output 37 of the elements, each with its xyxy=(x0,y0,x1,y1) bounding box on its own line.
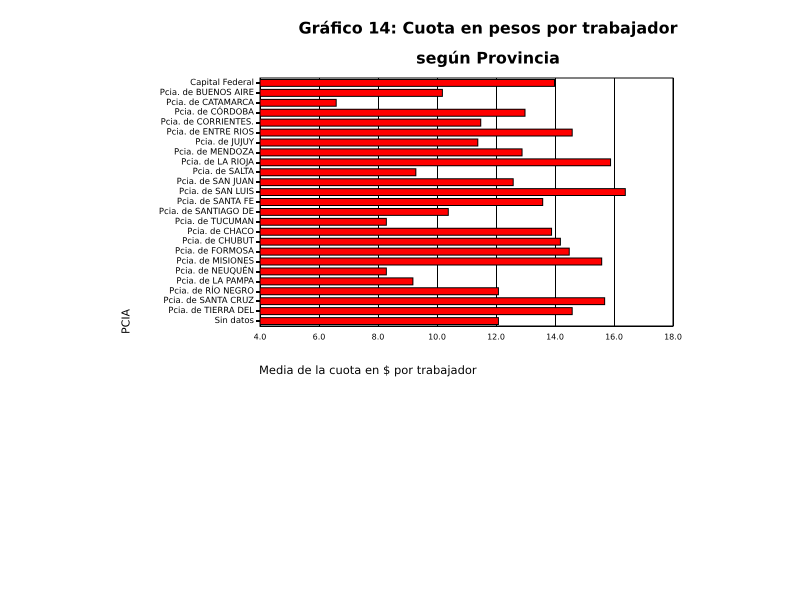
y-axis-title: PCIA xyxy=(120,308,132,334)
y-tick-label: Pcia. de SANTIAGO DE xyxy=(158,206,254,217)
y-tick-label: Pcia. de CHUBUT xyxy=(182,236,255,247)
x-tick-label: 14.0 xyxy=(546,332,564,342)
x-tick-label: 18.0 xyxy=(664,332,682,342)
y-tick-label: Pcia. de CATAMARCA xyxy=(166,98,254,108)
y-tick-label: Pcia. de SAN LUIS xyxy=(179,187,254,198)
chart-title: Gráfico 14: Cuota en pesos por trabajador xyxy=(298,18,678,38)
y-tick-label: Pcia. de BUENOS AIRE xyxy=(160,88,254,98)
y-tick-label: Pcia. de TUCUMAN xyxy=(174,216,254,227)
chart-subtitle: según Provincia xyxy=(416,48,560,68)
y-tick-label: Pcia. de MENDOZA xyxy=(174,147,254,158)
y-tick-label: Sin datos xyxy=(214,316,255,326)
y-tick-label: Pcia. de SAN JUAN xyxy=(176,177,254,188)
x-axis-title: Media de la cuota en $ por trabajador xyxy=(259,363,477,377)
x-tick-label: 6.0 xyxy=(312,332,326,342)
x-tick-label: 16.0 xyxy=(605,332,623,342)
y-tick-label: Pcia. de CÓRDOBA xyxy=(174,106,254,118)
y-tick-label: Pcia. de CORRIENTES. xyxy=(160,118,254,128)
y-tick-label: Pcia. de ENTRE RIOS xyxy=(166,128,254,138)
y-tick-label: Pcia. de CHACO xyxy=(187,226,254,237)
x-tick-label: 4.0 xyxy=(254,332,266,342)
y-tick-label: Pcia. de SANTA FE xyxy=(176,197,254,207)
y-tick-label: Pcia. de SALTA xyxy=(192,167,254,178)
x-tick-label: 12.0 xyxy=(487,332,505,342)
y-tick-label: Pcia. de NEUQUÉN xyxy=(175,265,254,276)
y-tick-label: Pcia. de RÍO NEGRO xyxy=(169,285,254,296)
x-tick-label: 8.0 xyxy=(372,332,384,342)
y-tick-label: Pcia. de LA PAMPA xyxy=(176,276,254,286)
y-tick-label: Pcia. de TIERRA DEL xyxy=(168,306,254,316)
x-tick-label: 10.0 xyxy=(428,332,446,342)
y-tick-label: Pcia. de LA RIOJA xyxy=(181,157,254,168)
y-tick-label: Pcia. de SANTA CRUZ xyxy=(163,296,254,306)
y-tick-label: Pcia. de JUJUY xyxy=(195,137,255,148)
y-tick-label: Pcia. de FORMOSA xyxy=(175,246,254,257)
y-tick-label: Pcia. de MISIONES xyxy=(176,256,254,267)
y-tick-label: Capital Federal xyxy=(190,78,254,88)
